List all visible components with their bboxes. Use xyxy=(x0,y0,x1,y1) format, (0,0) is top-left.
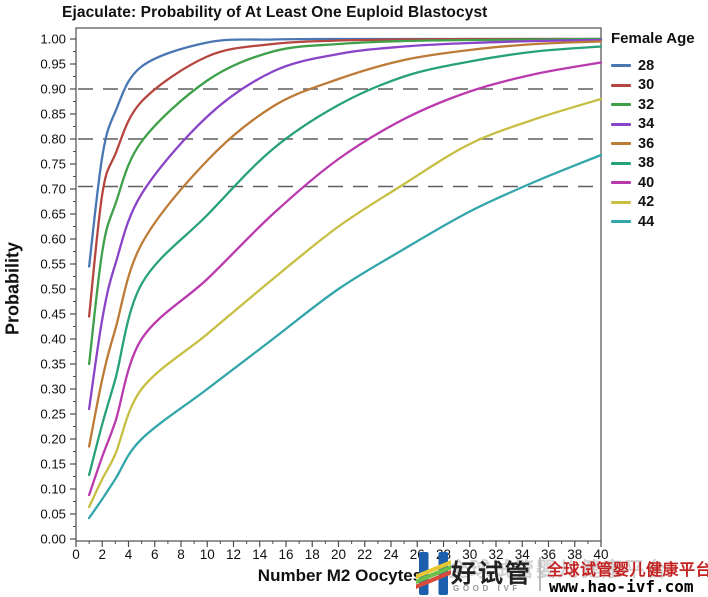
y-tick-label: 0.35 xyxy=(40,357,66,372)
series-curve-age-42 xyxy=(87,97,603,509)
x-tick-label: 26 xyxy=(410,547,425,562)
legend-line-swatch xyxy=(611,83,631,87)
series-curve-age-30 xyxy=(87,37,603,318)
legend-entry-label: 36 xyxy=(638,135,655,152)
x-tick-label: 30 xyxy=(462,547,477,562)
legend-entry-age-34: 34 xyxy=(611,115,706,135)
y-tick-label: 0.75 xyxy=(40,157,66,172)
legend-entry-label: 42 xyxy=(638,194,655,210)
legend-entry-label: 32 xyxy=(638,96,655,113)
legend-line-swatch xyxy=(611,122,631,126)
y-tick-label: 0.30 xyxy=(40,382,66,397)
y-axis-title: Probability xyxy=(2,242,23,336)
y-tick-label: 1.00 xyxy=(40,32,66,47)
y-tick-label: 0.00 xyxy=(40,532,66,547)
y-tick-label: 0.20 xyxy=(40,432,66,447)
legend-entry-label: 34 xyxy=(638,116,655,132)
y-tick-label: 0.50 xyxy=(40,282,66,297)
series-curve-age-38 xyxy=(87,45,603,477)
y-tick-label: 0.60 xyxy=(40,232,66,247)
legend-line-swatch xyxy=(611,103,631,107)
x-tick-label: 16 xyxy=(278,547,293,562)
x-tick-label: 6 xyxy=(151,547,159,562)
y-tick-label: 0.10 xyxy=(40,482,66,497)
y-tick-label: 0.70 xyxy=(40,182,66,197)
x-tick-label: 18 xyxy=(305,547,320,562)
legend: Female Age 28 30 32 34 36 38 40 42 44 xyxy=(611,30,706,232)
x-tick-label: 36 xyxy=(541,547,556,562)
x-tick-label: 8 xyxy=(177,547,185,562)
y-tick-label: 0.85 xyxy=(40,107,66,122)
legend-line-swatch xyxy=(611,220,631,224)
legend-entry-age-32: 32 xyxy=(611,95,706,115)
y-tick-label: 0.65 xyxy=(40,207,66,222)
chart-title: Ejaculate: Probability of At Least One E… xyxy=(62,4,488,21)
series-curve-age-44 xyxy=(87,153,603,520)
x-tick-label: 2 xyxy=(98,547,106,562)
x-tick-label: 12 xyxy=(226,547,241,562)
legend-entry-age-36: 36 xyxy=(611,134,706,154)
x-tick-label: 4 xyxy=(125,547,133,562)
legend-line-swatch xyxy=(611,64,631,68)
legend-entry-label: 30 xyxy=(638,77,655,93)
legend-entry-age-40: 40 xyxy=(611,173,706,193)
x-tick-label: 14 xyxy=(252,547,268,562)
legend-line-swatch xyxy=(611,200,631,204)
x-tick-label: 0 xyxy=(72,547,80,562)
x-tick-label: 24 xyxy=(383,547,399,562)
legend-entry-label: 38 xyxy=(638,155,655,171)
y-tick-label: 0.55 xyxy=(40,257,66,272)
legend-line-swatch xyxy=(611,142,631,146)
series-curve-age-36 xyxy=(87,40,603,448)
legend-title: Female Age xyxy=(611,30,695,47)
y-tick-label: 0.05 xyxy=(40,507,66,522)
x-tick-label: 22 xyxy=(357,547,372,562)
x-tick-label: 32 xyxy=(488,547,503,562)
y-tick-label: 0.90 xyxy=(40,82,66,97)
series-curve-age-34 xyxy=(87,38,603,411)
legend-entry-age-38: 38 xyxy=(611,154,706,174)
x-tick-label: 20 xyxy=(331,547,346,562)
x-tick-label: 40 xyxy=(593,547,608,562)
legend-line-swatch xyxy=(611,181,631,185)
series-curve-age-32 xyxy=(87,37,603,366)
legend-entry-age-44: 44 xyxy=(611,212,706,232)
x-tick-label: 34 xyxy=(515,547,531,562)
x-axis-title: Number M2 Oocytes xyxy=(257,566,423,585)
y-tick-label: 0.25 xyxy=(40,407,66,422)
legend-entry-age-30: 30 xyxy=(611,76,706,96)
legend-line-swatch xyxy=(611,161,631,165)
y-tick-label: 0.80 xyxy=(40,132,66,147)
legend-entry-age-42: 42 xyxy=(611,193,706,213)
legend-entry-label: 40 xyxy=(638,174,655,191)
legend-entry-label: 28 xyxy=(638,57,655,74)
y-tick-label: 0.95 xyxy=(40,57,66,72)
series-curve-age-28 xyxy=(87,37,603,268)
y-tick-label: 0.15 xyxy=(40,457,66,472)
legend-entry-age-28: 28 xyxy=(611,56,706,76)
x-tick-label: 10 xyxy=(200,547,215,562)
legend-entry-label: 44 xyxy=(638,213,655,230)
x-tick-label: 38 xyxy=(567,547,582,562)
series-curve-age-40 xyxy=(87,61,603,497)
y-tick-label: 0.40 xyxy=(40,332,66,347)
x-tick-label: 28 xyxy=(436,547,451,562)
y-tick-label: 0.45 xyxy=(40,307,66,322)
legend-entries: 28 30 32 34 36 38 40 42 44 xyxy=(611,56,706,232)
